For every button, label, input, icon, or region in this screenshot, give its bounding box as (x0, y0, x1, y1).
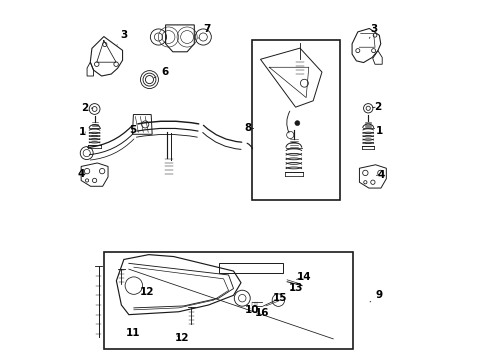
Text: 7: 7 (198, 24, 210, 39)
Bar (251, 40, 339, 200)
Text: 1: 1 (79, 127, 86, 136)
Text: 10: 10 (244, 305, 259, 315)
Text: 14: 14 (296, 272, 310, 282)
Text: 3: 3 (368, 24, 377, 39)
Text: 11: 11 (125, 328, 140, 338)
Bar (104, 252, 352, 348)
Text: 16: 16 (254, 308, 268, 318)
Text: 8: 8 (244, 123, 251, 133)
Text: 13: 13 (288, 283, 303, 293)
Circle shape (294, 121, 299, 126)
Text: 5: 5 (129, 125, 136, 135)
Text: 4: 4 (376, 170, 385, 180)
Text: 12: 12 (174, 333, 188, 343)
Text: 12: 12 (140, 287, 154, 297)
Text: 6: 6 (154, 67, 168, 78)
Text: 2: 2 (372, 102, 381, 112)
Text: 9: 9 (369, 291, 382, 302)
Text: 3: 3 (117, 30, 128, 45)
Text: 2: 2 (81, 103, 93, 113)
Text: 15: 15 (272, 293, 286, 303)
Text: 1: 1 (372, 126, 383, 135)
Text: 4: 4 (78, 168, 85, 179)
